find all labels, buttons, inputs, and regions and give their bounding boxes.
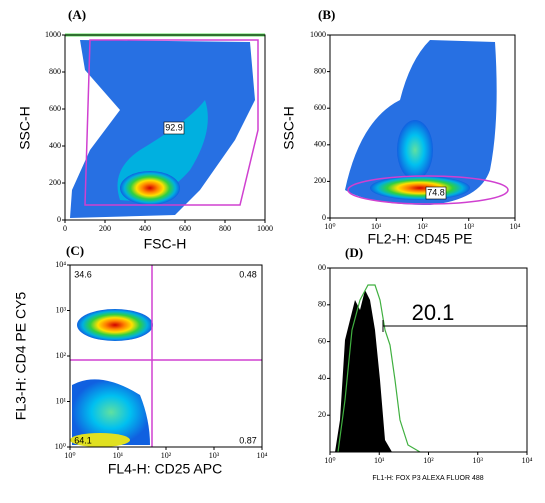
y-tick-label: 200	[314, 176, 326, 185]
y-tick-label: 10⁴	[55, 260, 66, 269]
y-axis-label: SSC-H	[281, 106, 297, 150]
y-tick-label: 00	[318, 263, 326, 272]
x-tick-label: 0	[63, 224, 67, 233]
gate-percent: 20.1	[412, 300, 455, 325]
gate-percent: 34.6	[74, 269, 92, 279]
x-axis-label: FL2-H: CD45 PE	[367, 231, 472, 247]
y-tick-label: 10²	[56, 351, 67, 360]
y-tick-label: 80	[318, 300, 326, 309]
x-tick-label: 600	[179, 224, 191, 233]
y-tick-label: 0	[57, 215, 61, 224]
x-tick-label: 10⁰	[324, 222, 335, 231]
gate-percent: 92.9	[165, 122, 183, 132]
y-tick-label: 1000	[45, 30, 61, 39]
x-tick-label: 400	[139, 224, 151, 233]
y-tick-label: 40	[318, 373, 326, 382]
x-tick-label: 10²	[423, 456, 434, 465]
x-tick-label: 200	[99, 224, 111, 233]
gate-percent: 64.1	[74, 435, 92, 445]
y-tick-label: 200	[49, 178, 61, 187]
x-tick-label: 10³	[464, 222, 475, 231]
x-tick-label: 10²	[161, 451, 172, 460]
label-box	[163, 121, 185, 135]
x-axis-label: FSC-H	[144, 236, 187, 252]
histogram-d	[335, 284, 528, 453]
gate-marker	[382, 320, 528, 332]
y-tick-label: 10³	[56, 305, 67, 314]
x-tick-label: 10¹	[371, 222, 382, 231]
y-axis-label: FL3-H: CD4 PE CY5	[13, 292, 29, 421]
y-tick-label: 400	[49, 141, 61, 150]
x-tick-label: 10⁰	[324, 456, 335, 465]
x-tick-label: 10¹	[113, 451, 124, 460]
density-c	[70, 265, 262, 447]
gate-percent: 0.48	[239, 269, 257, 279]
panel-label: (D)	[345, 245, 363, 260]
y-tick-label: 10⁰	[55, 442, 66, 451]
x-tick-label: 10⁴	[257, 451, 268, 460]
x-tick-label: 10³	[473, 456, 484, 465]
x-tick-label: 10¹	[374, 456, 385, 465]
y-tick-label: 800	[49, 67, 61, 76]
panel-label: (A)	[68, 7, 86, 22]
y-tick-label: 10¹	[56, 396, 67, 405]
gate-percent: 74.8	[427, 187, 445, 197]
x-axis-label: FL1-H: FOX P3 ALEXA FLUOR 488	[372, 475, 483, 482]
y-tick-label: 60	[318, 336, 326, 345]
panel-label: (B)	[318, 7, 335, 22]
panel-label: (C)	[66, 243, 84, 258]
x-tick-label: 10⁴	[510, 222, 521, 231]
y-tick-label: 20	[318, 410, 326, 419]
y-tick-label: 600	[49, 104, 61, 113]
x-tick-label: 10⁴	[522, 456, 533, 465]
gate-percent: 0.87	[239, 435, 257, 445]
x-tick-label: 10³	[209, 451, 220, 460]
x-tick-label: 10²	[417, 222, 428, 231]
x-tick-label: 10⁰	[64, 451, 75, 460]
y-axis-label: SSC-H	[17, 106, 33, 150]
density-b	[345, 40, 509, 205]
x-tick-label: 800	[219, 224, 231, 233]
label-box	[425, 186, 447, 200]
x-axis-label: FL4-H: CD25 APC	[108, 461, 222, 477]
y-tick-label: 400	[314, 140, 326, 149]
y-tick-label: 0	[322, 213, 326, 222]
y-tick-label: 1000	[310, 30, 326, 39]
y-tick-label: 800	[314, 66, 326, 75]
y-tick-label: 600	[314, 103, 326, 112]
x-tick-label: 1000	[257, 224, 273, 233]
plot-frame	[64, 34, 266, 221]
